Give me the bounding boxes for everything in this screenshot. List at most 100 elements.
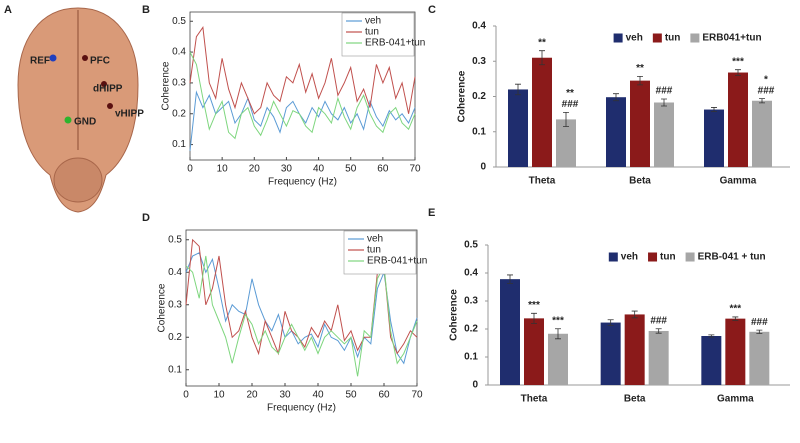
error-bar xyxy=(661,98,667,107)
legend-label: tun xyxy=(367,245,381,256)
significance-label: ### xyxy=(650,315,667,326)
panel-label: A xyxy=(4,4,12,16)
x-tick-label: Gamma xyxy=(717,394,754,405)
error-bar xyxy=(631,310,638,319)
y-axis-label: Coherence xyxy=(457,70,468,122)
y-tick-label: 0.5 xyxy=(172,16,186,27)
error-bar xyxy=(655,328,662,334)
error-bar xyxy=(711,107,717,113)
y-tick-label: 0 xyxy=(480,162,486,173)
electrode-label: dHIPP xyxy=(93,84,123,95)
bar xyxy=(600,322,621,385)
brain-panel: A REF PFC dHIPP vHIPP GND xyxy=(4,4,144,213)
significance-label: ** xyxy=(636,63,644,74)
bar xyxy=(725,318,746,385)
y-tick-label: 0.1 xyxy=(464,352,478,363)
significance-label: *** xyxy=(528,300,540,311)
legend-box xyxy=(343,230,417,275)
legend-label: veh xyxy=(365,16,381,27)
y-tick-label: 0.2 xyxy=(472,91,486,102)
legend-swatch xyxy=(652,33,662,43)
electrode xyxy=(49,54,57,62)
x-tick-label: 50 xyxy=(345,390,357,401)
error-bar xyxy=(759,98,765,104)
x-tick-label: 30 xyxy=(281,164,293,175)
x-tick-label: Gamma xyxy=(720,176,757,187)
panel-label: B xyxy=(142,4,150,16)
y-tick-label: 0.4 xyxy=(172,47,186,58)
bar xyxy=(648,330,669,385)
x-tick-label: 20 xyxy=(249,164,261,175)
y-axis-label: Coherence xyxy=(449,289,460,341)
y-tick-label: 0.1 xyxy=(168,364,182,375)
error-bar xyxy=(735,69,741,76)
y-tick-label: 0.4 xyxy=(472,21,486,32)
legend-label: ERB-041 + tun xyxy=(698,252,766,263)
y-tick-label: 0.3 xyxy=(472,56,486,67)
error-bar xyxy=(555,328,561,340)
electrode-label: PFC xyxy=(90,56,110,67)
x-tick-label: 10 xyxy=(217,164,229,175)
x-axis-label: Frequency (Hz) xyxy=(268,177,337,188)
legend-label: ERB-041+tun xyxy=(365,38,425,49)
y-tick-label: 0.3 xyxy=(168,299,182,310)
legend-swatch xyxy=(648,252,658,262)
legend-label: veh xyxy=(367,234,383,245)
electrode xyxy=(82,55,88,61)
x-tick-label: 70 xyxy=(411,390,423,401)
significance-label: ### xyxy=(562,99,579,110)
electrode-label: vHIPP xyxy=(115,109,144,120)
legend-swatch xyxy=(608,252,618,262)
legend-label: tun xyxy=(365,27,379,38)
bar xyxy=(728,72,748,167)
y-tick-label: 0.4 xyxy=(464,268,478,279)
legend-label: tun xyxy=(665,33,681,44)
y-axis-label: Coherence xyxy=(157,283,168,332)
significance-label: ** xyxy=(566,88,574,99)
significance-label: *** xyxy=(729,304,741,315)
x-tick-label: 0 xyxy=(187,164,193,175)
bar xyxy=(654,102,674,167)
legend-label: ERB041+tun xyxy=(702,33,761,44)
x-tick-label: Beta xyxy=(629,176,651,187)
series-line xyxy=(185,252,418,365)
bar xyxy=(752,100,772,167)
error-bar xyxy=(613,93,619,102)
electrode-label: GND xyxy=(74,117,96,128)
bar xyxy=(630,80,650,167)
x-tick-label: 60 xyxy=(378,390,390,401)
x-tick-label: 0 xyxy=(183,390,189,401)
y-tick-label: 0.5 xyxy=(168,234,182,245)
significance-label: *** xyxy=(552,315,564,326)
x-axis-label: Frequency (Hz) xyxy=(267,403,336,414)
bar xyxy=(606,97,626,167)
legend-label: ERB-041+tun xyxy=(367,256,427,267)
x-tick-label: Theta xyxy=(521,394,548,405)
y-tick-label: 0.1 xyxy=(472,126,486,137)
x-tick-label: Theta xyxy=(529,176,556,187)
series-line xyxy=(189,90,416,151)
y-tick-label: 0 xyxy=(472,380,478,391)
bar xyxy=(548,333,568,385)
series-line xyxy=(189,51,416,140)
bar xyxy=(701,336,722,385)
error-bar xyxy=(637,76,643,86)
significance-label: ### xyxy=(751,317,768,328)
bar xyxy=(524,318,544,385)
error-bar xyxy=(531,312,537,324)
legend-swatch xyxy=(690,33,700,43)
series-line xyxy=(185,255,418,377)
y-tick-label: 0.2 xyxy=(172,108,186,119)
error-bar xyxy=(732,316,739,321)
x-tick-label: 40 xyxy=(313,164,325,175)
y-tick-label: 0.1 xyxy=(172,139,186,150)
error-bar xyxy=(708,334,715,338)
significance-label: ### xyxy=(656,86,673,97)
cerebellum xyxy=(53,157,103,203)
y-tick-label: 0.4 xyxy=(168,267,182,278)
significance-label: ** xyxy=(538,37,546,48)
x-tick-label: 20 xyxy=(246,390,258,401)
error-bar xyxy=(607,319,614,326)
x-tick-label: 50 xyxy=(345,164,357,175)
